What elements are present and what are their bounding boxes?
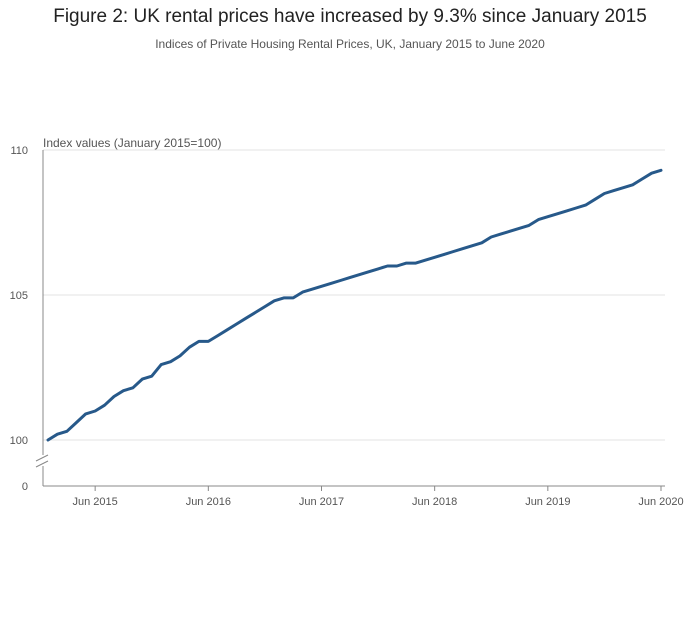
y-tick-label: 100 (10, 435, 28, 447)
x-tick-label: Jun 2016 (186, 496, 231, 508)
series-group (46, 168, 663, 442)
y-tick-labels: 110 105 100 0 (10, 145, 28, 493)
gridlines (43, 149, 665, 441)
axis-break-mark-2 (35, 460, 49, 468)
y-tick-label: 105 (10, 290, 28, 302)
chart-title: Figure 2: UK rental prices have increase… (53, 6, 647, 27)
x-tick-label: Jun 2018 (412, 496, 457, 508)
x-tick-label: Jun 2020 (638, 496, 683, 508)
chart-subtitle: Indices of Private Housing Rental Prices… (155, 37, 545, 51)
x-tick-label: Jun 2017 (299, 496, 344, 508)
y-axis-label: Index values (January 2015=100) (43, 136, 221, 150)
x-tick-label: Jun 2019 (525, 496, 570, 508)
y-tick-label: 0 (22, 481, 28, 493)
axes (35, 150, 665, 487)
axis-break-mark-1 (35, 454, 49, 462)
x-tick-labels: Jun 2015 Jun 2016 Jun 2017 Jun 2018 Jun 2019… (73, 486, 684, 508)
y-tick-label: 110 (10, 145, 28, 157)
series-line (46, 168, 663, 442)
x-tick-label: Jun 2015 (73, 496, 118, 508)
